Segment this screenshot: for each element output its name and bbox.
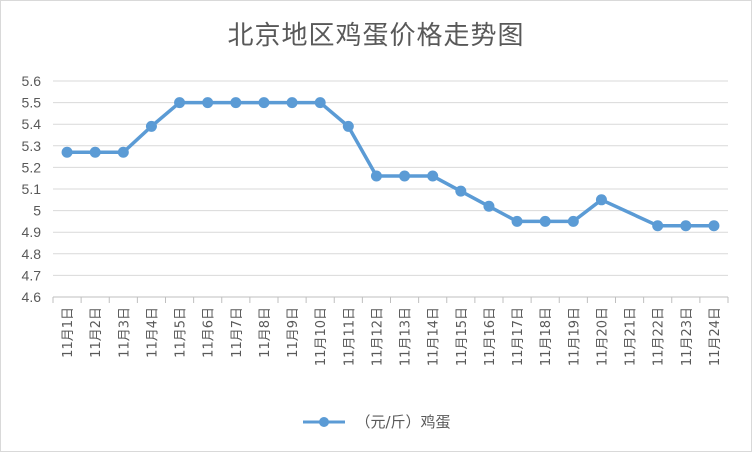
data-point bbox=[286, 97, 298, 109]
series-line bbox=[67, 100, 714, 228]
data-point bbox=[595, 194, 607, 206]
y-tick-label: 5.5 bbox=[22, 95, 42, 111]
x-tick-label: 11月16日 bbox=[483, 307, 498, 366]
data-point bbox=[567, 215, 579, 227]
x-tick-label: 11月13日 bbox=[399, 307, 414, 366]
data-point bbox=[652, 220, 664, 232]
x-tick-label: 11月15日 bbox=[455, 307, 470, 366]
x-tick-label: 11月14日 bbox=[427, 307, 442, 366]
data-point bbox=[258, 97, 270, 109]
data-point bbox=[680, 220, 692, 232]
plot-area: 4.6 4.7 4.8 4.9 5 5.1 5.2 5.3 5.4 5.5 5.6 11月1日 11月2… bbox=[22, 73, 729, 366]
y-tick-label: 5.3 bbox=[22, 138, 42, 154]
y-tick-label: 5.4 bbox=[22, 116, 42, 132]
x-tick-label: 11月12日 bbox=[370, 307, 385, 366]
data-point bbox=[455, 185, 467, 197]
x-tick-label: 11月9日 bbox=[286, 307, 301, 358]
data-point bbox=[314, 97, 326, 109]
x-tick-label: 11月22日 bbox=[652, 307, 667, 366]
data-point bbox=[708, 220, 720, 232]
data-point bbox=[174, 97, 186, 109]
data-point bbox=[483, 200, 495, 212]
data-point bbox=[399, 170, 411, 182]
y-tick-label: 4.7 bbox=[22, 267, 42, 283]
x-tick-label: 11月6日 bbox=[202, 307, 217, 358]
y-tick-label: 4.9 bbox=[22, 224, 42, 240]
x-tick-label: 11月11日 bbox=[342, 307, 357, 366]
legend-label: （元/斤）鸡蛋 bbox=[355, 413, 451, 431]
x-tick-label: 11月8日 bbox=[258, 307, 273, 358]
x-tick-label: 11月1日 bbox=[61, 307, 76, 358]
y-tick-label: 5.2 bbox=[22, 159, 42, 175]
x-tick-label: 11月7日 bbox=[230, 307, 245, 358]
chart-title: 北京地区鸡蛋价格走势图 bbox=[227, 21, 525, 51]
data-point bbox=[202, 97, 214, 109]
x-tick-label: 11月17日 bbox=[511, 307, 526, 366]
x-tick-label: 11月10日 bbox=[314, 307, 329, 366]
legend-line-marker-icon bbox=[303, 416, 346, 427]
legend: （元/斤）鸡蛋 bbox=[1, 411, 751, 432]
data-point bbox=[89, 146, 101, 158]
x-tick-label: 11月24日 bbox=[708, 307, 723, 366]
data-point bbox=[370, 170, 382, 182]
data-point bbox=[539, 215, 551, 227]
x-tick-label: 11月3日 bbox=[117, 307, 132, 358]
data-point bbox=[427, 170, 439, 182]
y-tick-label: 4.8 bbox=[22, 246, 42, 262]
y-tick-label: 4.6 bbox=[22, 289, 42, 305]
x-tick-label: 11月4日 bbox=[145, 307, 160, 358]
data-point bbox=[145, 120, 157, 132]
x-tick-label: 11月5日 bbox=[174, 307, 189, 358]
y-tick-label: 5.6 bbox=[22, 73, 42, 89]
x-tick-label: 11月23日 bbox=[680, 307, 695, 366]
y-tick-label: 5.1 bbox=[22, 181, 42, 197]
data-point bbox=[342, 120, 354, 132]
data-point bbox=[61, 146, 73, 158]
x-tick-label: 11月21日 bbox=[624, 307, 639, 366]
x-tick-label: 11月18日 bbox=[539, 307, 554, 366]
x-tick-label: 11月20日 bbox=[595, 307, 610, 366]
data-point bbox=[117, 146, 129, 158]
x-tick-label: 11月2日 bbox=[89, 307, 104, 358]
y-tick-label: 5 bbox=[33, 203, 41, 219]
x-tick-label: 11月19日 bbox=[567, 307, 582, 366]
data-point bbox=[511, 215, 523, 227]
data-point bbox=[230, 97, 242, 109]
